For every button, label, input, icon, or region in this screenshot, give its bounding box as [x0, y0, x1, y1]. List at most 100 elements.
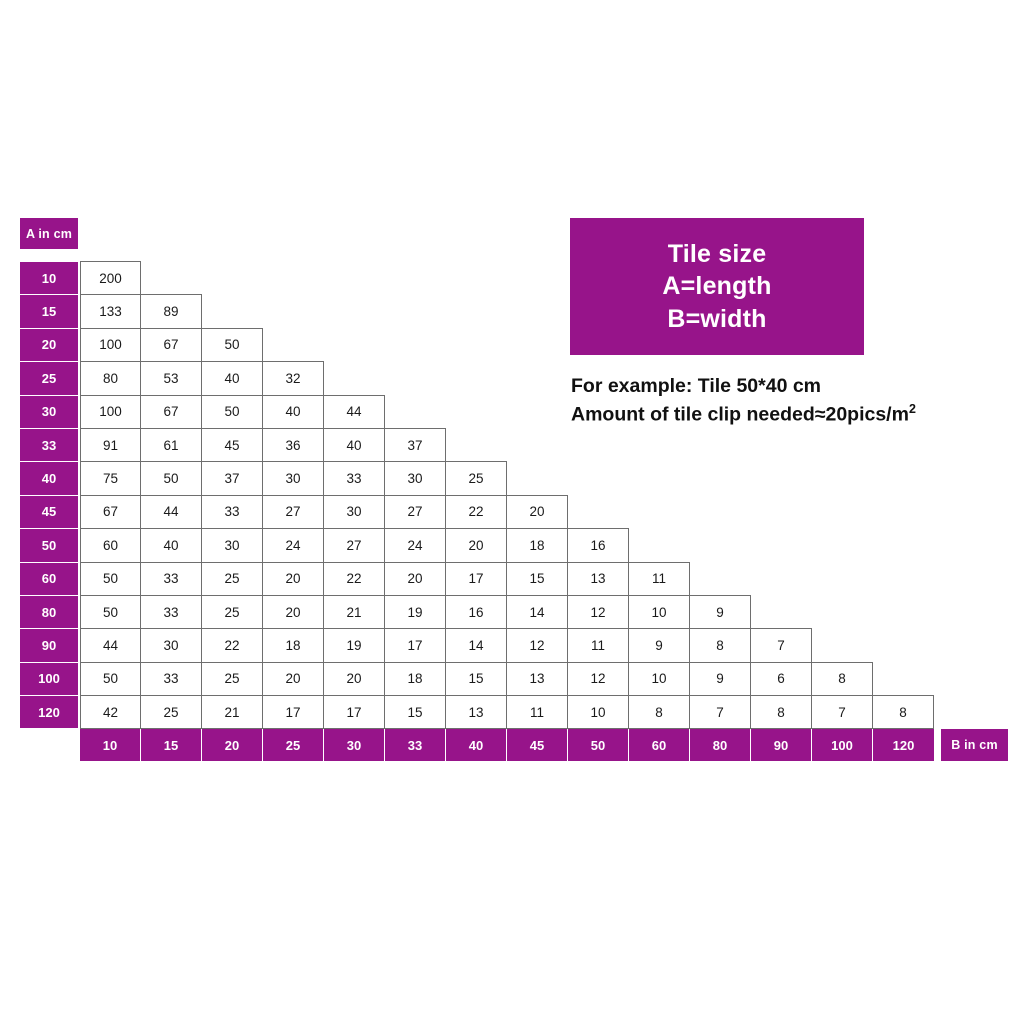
- table-cell: 17: [324, 695, 385, 730]
- table-cell: 27: [263, 494, 324, 530]
- table-cell: 50: [202, 327, 263, 363]
- row-header-cell: 15: [20, 295, 78, 329]
- column-header-spacer: [20, 729, 80, 761]
- table-cell: 25: [202, 561, 263, 596]
- table-cell: 100: [80, 327, 141, 363]
- table-cell-empty: [568, 461, 629, 495]
- row-header-cell: 50: [20, 529, 78, 563]
- table-cell-empty: [690, 461, 751, 495]
- table-cell-empty: [446, 361, 507, 395]
- table-cell: 67: [141, 394, 202, 429]
- table-cell: 30: [141, 628, 202, 663]
- table-cell: 10: [629, 594, 690, 630]
- table-cell: 36: [263, 427, 324, 463]
- table-cell: 20: [446, 528, 507, 563]
- table-cell: 10: [568, 695, 629, 730]
- column-header-cell: 50: [568, 729, 629, 762]
- table-cell-empty: [385, 261, 446, 295]
- table-cell: 67: [80, 494, 141, 530]
- table-row: 25 80 53 40 32: [20, 361, 934, 396]
- table-cell: 80: [80, 361, 141, 396]
- table-cell: 40: [324, 427, 385, 463]
- table-row: 60 50 33 25 20 22 20 17 15 13 11: [20, 561, 934, 596]
- table-cell: 25: [446, 461, 507, 496]
- table-cell: 13: [507, 661, 568, 697]
- table-row: 80 50 33 25 20 21 19 16 14 12 10 9: [20, 594, 934, 630]
- table-row: 100 50 33 25 20 20 18 15 13 12 10 9 6 8: [20, 661, 934, 697]
- table-cell-empty: [812, 461, 873, 495]
- table-cell-empty: [507, 361, 568, 395]
- table-cell: 40: [263, 394, 324, 429]
- row-header-cell: 25: [20, 362, 78, 396]
- table-cell: 50: [202, 394, 263, 429]
- table-cell-empty: [263, 261, 324, 295]
- table-cell: 18: [263, 628, 324, 663]
- row-header-cell: 33: [20, 428, 78, 463]
- table-cell-empty: [690, 428, 751, 462]
- table-cell: 7: [690, 695, 751, 730]
- table-cell: 40: [141, 528, 202, 563]
- table-cell-empty: [507, 328, 568, 362]
- example-note: For example: Tile 50*40 cm Amount of til…: [571, 372, 1021, 429]
- table-cell-empty: [812, 495, 873, 529]
- table-cell: 11: [507, 695, 568, 730]
- table-cell: 50: [141, 461, 202, 496]
- table-cell-empty: [568, 428, 629, 462]
- table-cell: 14: [507, 594, 568, 630]
- example-line-2: Amount of tile clip needed≈20pics/m2: [571, 400, 1021, 429]
- table-cell: 12: [568, 594, 629, 630]
- table-cell-empty: [324, 328, 385, 362]
- table-cell: 45: [202, 427, 263, 463]
- table-cell-empty: [873, 261, 934, 295]
- tile-clip-table: 10 200 15 133 89 20 100 67 50 25 80 53 40 32 30 100 67 50…: [20, 261, 934, 762]
- table-cell: 8: [690, 628, 751, 663]
- row-header-cell: 90: [20, 629, 78, 663]
- table-cell: 20: [263, 561, 324, 596]
- column-header-cell: 25: [263, 729, 324, 762]
- table-cell-empty: [873, 428, 934, 462]
- table-cell: 40: [202, 361, 263, 396]
- table-cell-empty: [202, 261, 263, 295]
- table-row: 45 67 44 33 27 30 27 22 20: [20, 494, 934, 530]
- table-cell: 50: [80, 661, 141, 697]
- table-cell: 21: [324, 594, 385, 630]
- table-cell-empty: [873, 662, 934, 696]
- table-cell-empty: [385, 361, 446, 395]
- row-header-cell: 30: [20, 395, 78, 429]
- table-cell: 25: [202, 594, 263, 630]
- table-cell-empty: [751, 428, 812, 462]
- table-cell: 33: [202, 494, 263, 530]
- table-cell-empty: [751, 528, 812, 562]
- table-cell: 50: [80, 561, 141, 596]
- table-cell: 17: [446, 561, 507, 596]
- table-row: 10 200: [20, 261, 934, 296]
- table-cell: 30: [202, 528, 263, 563]
- table-cell: 12: [507, 628, 568, 663]
- column-header-row: 10 15 20 25 30 33 40 45 50 60 80 90 100 120: [20, 729, 934, 762]
- table-cell: 200: [80, 261, 141, 296]
- table-cell: 10: [629, 661, 690, 697]
- table-cell: 27: [385, 494, 446, 530]
- column-header-cell: 20: [202, 729, 263, 762]
- example-line-2-prefix: Amount of tile clip needed: [571, 403, 815, 426]
- table-cell-empty: [446, 395, 507, 429]
- table-cell-empty: [812, 428, 873, 462]
- table-cell: 25: [141, 695, 202, 730]
- table-row: 33 91 61 45 36 40 37: [20, 427, 934, 463]
- table-cell-empty: [873, 562, 934, 596]
- row-header-cell: 60: [20, 562, 78, 596]
- table-cell: 20: [263, 661, 324, 697]
- table-cell-empty: [202, 294, 263, 328]
- table-row: 50 60 40 30 24 27 24 20 18 16: [20, 528, 934, 563]
- table-cell: 19: [324, 628, 385, 663]
- table-cell: 50: [80, 594, 141, 630]
- table-cell: 25: [202, 661, 263, 697]
- table-row: 15 133 89: [20, 294, 934, 329]
- table-cell-empty: [873, 294, 934, 328]
- table-cell-empty: [385, 395, 446, 429]
- table-cell: 17: [385, 628, 446, 663]
- table-cell-empty: [446, 428, 507, 462]
- table-cell-empty: [141, 261, 202, 295]
- column-header-cell: 120: [873, 729, 934, 762]
- table-cell: 6: [751, 661, 812, 697]
